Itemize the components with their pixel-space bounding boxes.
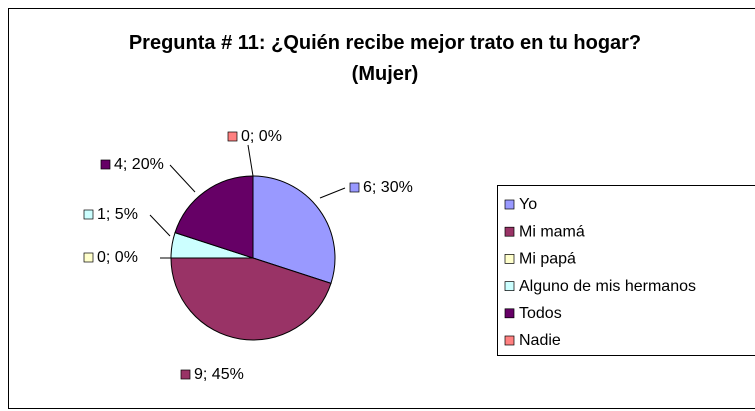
pie-slice [252, 175, 336, 284]
legend-swatch [504, 335, 515, 346]
leader-line [149, 214, 171, 237]
label-swatch [227, 131, 238, 142]
data-label: 0; 0% [241, 128, 282, 145]
label-swatch [349, 182, 360, 193]
data-label: 1; 5% [97, 206, 138, 223]
leader-line [319, 187, 346, 199]
legend-label: Mi mamá [519, 223, 585, 240]
leader-line [169, 164, 196, 193]
label-swatch [100, 159, 111, 170]
legend-label: Nadie [519, 332, 561, 349]
legend-swatch [504, 308, 515, 319]
legend-label: Mi papá [519, 251, 576, 268]
leader-line [247, 144, 254, 177]
pie-slice [170, 257, 332, 341]
label-swatch [180, 369, 191, 380]
legend-box [497, 185, 755, 356]
legend-swatch [504, 281, 515, 291]
chart-title: Pregunta # 11: ¿Quién recibe mejor trato… [128, 32, 642, 85]
data-label: 0; 0% [97, 249, 138, 266]
data-label: 6; 30% [363, 179, 413, 196]
legend-swatch [504, 226, 515, 237]
legend-label: Yo [519, 196, 537, 213]
legend-swatch [504, 199, 515, 210]
legend-label: Todos [519, 305, 562, 322]
label-swatch [83, 252, 94, 263]
data-label: 9; 45% [194, 366, 244, 383]
legend-label: Alguno de mis hermanos [519, 278, 696, 295]
label-swatch [83, 209, 94, 220]
legend-swatch [504, 254, 515, 264]
pie-slice [174, 175, 254, 259]
data-label: 4; 20% [114, 156, 164, 173]
